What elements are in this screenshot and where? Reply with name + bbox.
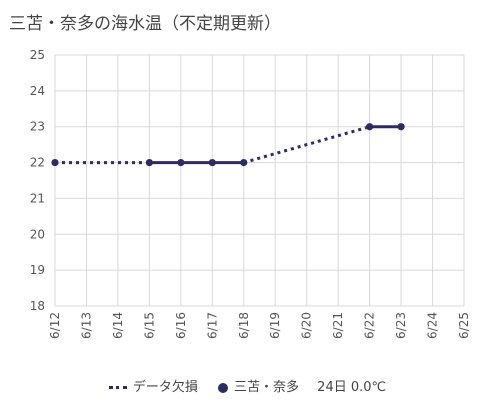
data-point [145, 158, 153, 167]
data-point [208, 158, 216, 167]
y-tick-label: 23 [30, 120, 45, 134]
x-tick-label: 6/24 [426, 312, 440, 339]
series-points [51, 123, 405, 167]
data-point [397, 123, 405, 131]
x-tick-label: 6/15 [142, 312, 156, 339]
y-tick-label: 19 [30, 263, 45, 277]
data-point [240, 158, 248, 167]
data-point [51, 158, 59, 167]
x-tick-label: 6/19 [268, 312, 282, 339]
y-axis-labels: 18 19 20 21 22 23 24 25 [30, 48, 45, 313]
legend-status: 24日 0.0℃ [317, 380, 387, 395]
chart-legend: データ欠損 三苫・奈多 24日 0.0℃ [0, 376, 495, 395]
y-tick-label: 21 [30, 191, 45, 205]
x-tick-label: 6/18 [237, 312, 251, 339]
x-tick-label: 6/25 [457, 312, 471, 339]
grid-lines [54, 54, 465, 307]
dotted-line-icon [108, 386, 127, 389]
legend-series[interactable]: 三苫・奈多 [202, 376, 299, 395]
chart-title: 三苫・奈多の海水温（不定期更新） [9, 14, 281, 34]
y-tick-label: 18 [30, 299, 45, 313]
y-tick-label: 20 [30, 227, 45, 241]
x-tick-label: 6/17 [205, 312, 219, 339]
data-point [177, 158, 185, 167]
y-tick-label: 25 [30, 48, 45, 62]
x-tick-label: 6/16 [174, 312, 188, 339]
legend-missing-data[interactable]: データ欠損 [108, 376, 198, 395]
x-tick-label: 6/13 [79, 312, 93, 339]
data-point [366, 123, 374, 131]
legend-missing-label: データ欠損 [132, 380, 198, 395]
missing-data-segment [243, 125, 371, 165]
x-tick-label: 6/14 [111, 312, 125, 339]
x-tick-label: 6/21 [331, 312, 345, 339]
legend-series-label: 三苫・奈多 [234, 380, 300, 395]
x-axis-labels: 6/12 6/13 6/14 6/15 6/16 6/17 6/18 6/19 6/20 6/21… [48, 312, 471, 339]
series-lines [55, 125, 402, 165]
x-tick-label: 6/23 [394, 312, 408, 339]
y-tick-label: 22 [30, 156, 45, 170]
y-tick-label: 24 [30, 84, 45, 98]
x-tick-label: 6/20 [300, 312, 314, 339]
x-tick-label: 6/22 [363, 312, 377, 339]
dot-icon [218, 382, 229, 393]
x-tick-label: 6/12 [48, 312, 62, 339]
